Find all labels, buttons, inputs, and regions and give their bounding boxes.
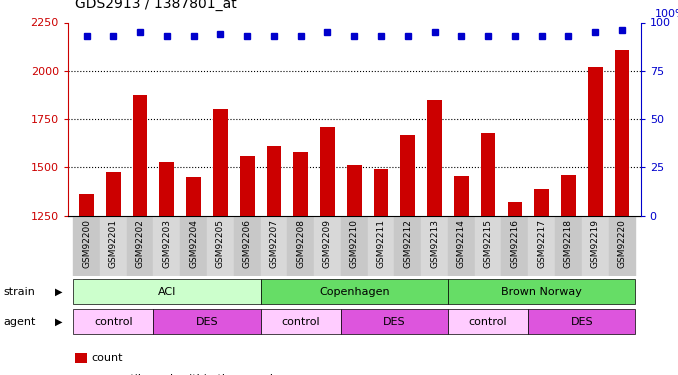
Bar — [374, 169, 388, 375]
Bar — [79, 194, 94, 375]
Text: GSM92210: GSM92210 — [350, 219, 359, 268]
Bar — [475, 216, 502, 276]
Text: GSM92214: GSM92214 — [457, 219, 466, 267]
Text: DES: DES — [196, 316, 218, 327]
Text: GDS2913 / 1387801_at: GDS2913 / 1387801_at — [75, 0, 237, 11]
Bar — [159, 162, 174, 375]
Bar — [180, 216, 207, 276]
Text: GSM92204: GSM92204 — [189, 219, 198, 267]
Text: GSM92213: GSM92213 — [430, 219, 439, 268]
Text: GSM92206: GSM92206 — [243, 219, 252, 268]
Text: DES: DES — [383, 316, 405, 327]
Bar — [582, 216, 609, 276]
Text: control: control — [281, 316, 320, 327]
Text: GSM92203: GSM92203 — [162, 219, 172, 268]
Bar — [341, 216, 367, 276]
Text: GSM92215: GSM92215 — [483, 219, 493, 268]
Text: control: control — [468, 316, 507, 327]
Text: Copenhagen: Copenhagen — [319, 286, 390, 297]
Text: ACI: ACI — [158, 286, 176, 297]
Bar — [260, 279, 448, 304]
Text: percentile rank within the sample: percentile rank within the sample — [92, 374, 279, 375]
Text: GSM92200: GSM92200 — [82, 219, 91, 268]
Text: GSM92202: GSM92202 — [136, 219, 144, 267]
Text: ▶: ▶ — [55, 316, 62, 327]
Bar — [588, 67, 603, 375]
Text: control: control — [94, 316, 133, 327]
Text: GSM92218: GSM92218 — [564, 219, 573, 268]
Bar — [153, 309, 260, 334]
Bar — [240, 156, 254, 375]
Bar — [528, 216, 555, 276]
Text: GSM92211: GSM92211 — [376, 219, 386, 268]
Bar — [73, 279, 260, 304]
Bar — [615, 50, 629, 375]
Text: count: count — [92, 353, 123, 363]
Text: ▶: ▶ — [55, 286, 62, 297]
Bar — [73, 309, 153, 334]
Bar — [294, 152, 308, 375]
Bar — [367, 216, 395, 276]
Bar — [153, 216, 180, 276]
Text: GSM92216: GSM92216 — [511, 219, 519, 268]
Bar — [266, 146, 281, 375]
Text: GSM92209: GSM92209 — [323, 219, 332, 268]
Bar — [100, 216, 127, 276]
Bar — [73, 216, 100, 276]
Bar — [508, 202, 522, 375]
Bar — [534, 189, 549, 375]
Bar — [448, 279, 635, 304]
Bar — [314, 216, 341, 276]
Bar — [234, 216, 260, 276]
Bar — [341, 309, 448, 334]
Bar — [320, 127, 335, 375]
Bar — [502, 216, 528, 276]
Text: 100%: 100% — [655, 9, 678, 19]
Text: Brown Norway: Brown Norway — [501, 286, 582, 297]
Bar — [127, 216, 153, 276]
Bar — [609, 216, 635, 276]
Bar — [207, 216, 234, 276]
Bar — [421, 216, 448, 276]
Text: GSM92212: GSM92212 — [403, 219, 412, 267]
Bar — [186, 177, 201, 375]
Text: GSM92208: GSM92208 — [296, 219, 305, 268]
Text: GSM92207: GSM92207 — [269, 219, 279, 268]
Bar — [133, 95, 147, 375]
Bar — [347, 165, 361, 375]
Text: GSM92205: GSM92205 — [216, 219, 225, 268]
Text: agent: agent — [3, 316, 36, 327]
Bar — [454, 176, 468, 375]
Bar — [213, 110, 228, 375]
Bar — [528, 309, 635, 334]
Text: GSM92201: GSM92201 — [108, 219, 118, 268]
Text: GSM92217: GSM92217 — [537, 219, 546, 268]
Bar — [561, 175, 576, 375]
Text: ■: ■ — [76, 374, 85, 375]
Bar — [481, 133, 496, 375]
Text: GSM92219: GSM92219 — [591, 219, 600, 268]
Text: DES: DES — [570, 316, 593, 327]
Bar — [555, 216, 582, 276]
Text: GSM92220: GSM92220 — [618, 219, 626, 267]
Bar — [448, 216, 475, 276]
Bar — [287, 216, 314, 276]
Bar — [260, 216, 287, 276]
Bar — [448, 309, 528, 334]
Bar — [395, 216, 421, 276]
Bar — [427, 100, 442, 375]
Bar — [401, 135, 415, 375]
Bar — [260, 309, 341, 334]
Bar — [106, 172, 121, 375]
Text: strain: strain — [3, 286, 35, 297]
